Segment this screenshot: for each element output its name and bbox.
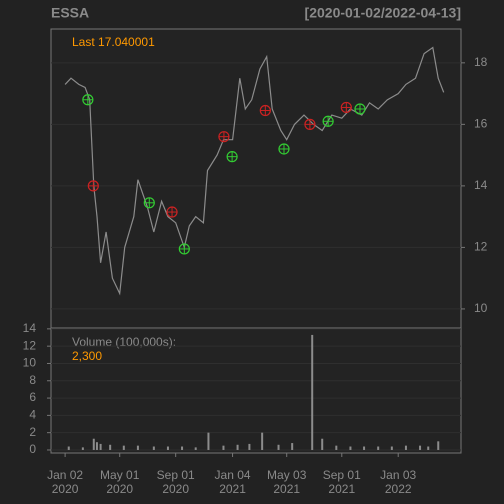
volume-bar bbox=[109, 444, 112, 450]
y-tick-label: 14 bbox=[23, 321, 37, 335]
volume-bar bbox=[419, 445, 422, 450]
volume-bar bbox=[122, 445, 125, 450]
y-tick-label: 8 bbox=[29, 373, 36, 387]
price-panel bbox=[50, 28, 462, 329]
y-tick-label: 10 bbox=[23, 356, 37, 370]
volume-bar bbox=[166, 446, 169, 450]
volume-bar bbox=[321, 438, 324, 450]
volume-bar bbox=[67, 446, 70, 450]
volume-bar bbox=[207, 432, 210, 450]
volume-label: Volume (100,000s): bbox=[72, 335, 176, 349]
volume-panel bbox=[50, 327, 462, 454]
x-tick-label: 2020 bbox=[52, 482, 79, 496]
volume-bar bbox=[81, 447, 84, 450]
volume-bar bbox=[248, 443, 251, 450]
volume-bar bbox=[377, 446, 380, 450]
volume-bar bbox=[277, 444, 280, 450]
volume-bar bbox=[404, 445, 407, 450]
y-tick-label: 18 bbox=[474, 55, 488, 69]
x-tick-label: Jan 02 bbox=[47, 468, 83, 482]
volume-bar bbox=[437, 441, 440, 450]
volume-bar bbox=[152, 446, 155, 450]
chart-title: ESSA bbox=[51, 5, 89, 21]
x-tick-label: Jan 04 bbox=[215, 468, 251, 482]
y-tick-label: 14 bbox=[474, 178, 488, 192]
date-range: [2020-01-02/2022-04-13] bbox=[305, 5, 461, 21]
y-tick-label: 4 bbox=[29, 408, 36, 422]
volume-bar bbox=[194, 447, 197, 450]
volume-bar bbox=[349, 446, 352, 450]
volume-bar bbox=[222, 445, 225, 450]
x-tick-label: Sep 01 bbox=[157, 468, 195, 482]
volume-bar bbox=[236, 444, 239, 450]
x-tick-label: Sep 01 bbox=[323, 468, 361, 482]
volume-bar bbox=[311, 334, 314, 450]
x-tick-label: 2021 bbox=[273, 482, 300, 496]
y-tick-label: 12 bbox=[474, 240, 488, 254]
x-tick-label: Jan 03 bbox=[380, 468, 416, 482]
last-price: Last 17.040001 bbox=[72, 35, 155, 49]
price-line bbox=[64, 46, 445, 296]
volume-bar bbox=[95, 442, 98, 450]
volume-bar bbox=[363, 446, 366, 450]
volume-bar bbox=[291, 443, 294, 450]
x-tick-label: 2020 bbox=[106, 482, 133, 496]
y-tick-label: 16 bbox=[474, 117, 488, 131]
x-tick-label: 2021 bbox=[328, 482, 355, 496]
y-tick-label: 0 bbox=[29, 442, 36, 456]
volume-bar bbox=[99, 443, 102, 450]
volume-bar bbox=[181, 446, 184, 450]
volume-bar bbox=[335, 445, 338, 450]
volume-bar bbox=[136, 445, 139, 450]
y-tick-label: 12 bbox=[23, 338, 37, 352]
y-tick-label: 10 bbox=[474, 301, 488, 315]
x-tick-label: May 03 bbox=[267, 468, 307, 482]
last-volume: 2,300 bbox=[72, 349, 102, 363]
volume-bar bbox=[390, 446, 393, 450]
volume-bar bbox=[261, 432, 264, 450]
volume-bar bbox=[92, 438, 95, 450]
x-tick-label: May 01 bbox=[100, 468, 140, 482]
y-tick-label: 6 bbox=[29, 390, 36, 404]
volume-bar bbox=[427, 446, 430, 450]
y-tick-label: 2 bbox=[29, 425, 36, 439]
x-tick-label: 2022 bbox=[385, 482, 412, 496]
x-tick-label: 2020 bbox=[162, 482, 189, 496]
x-tick-label: 2021 bbox=[219, 482, 246, 496]
